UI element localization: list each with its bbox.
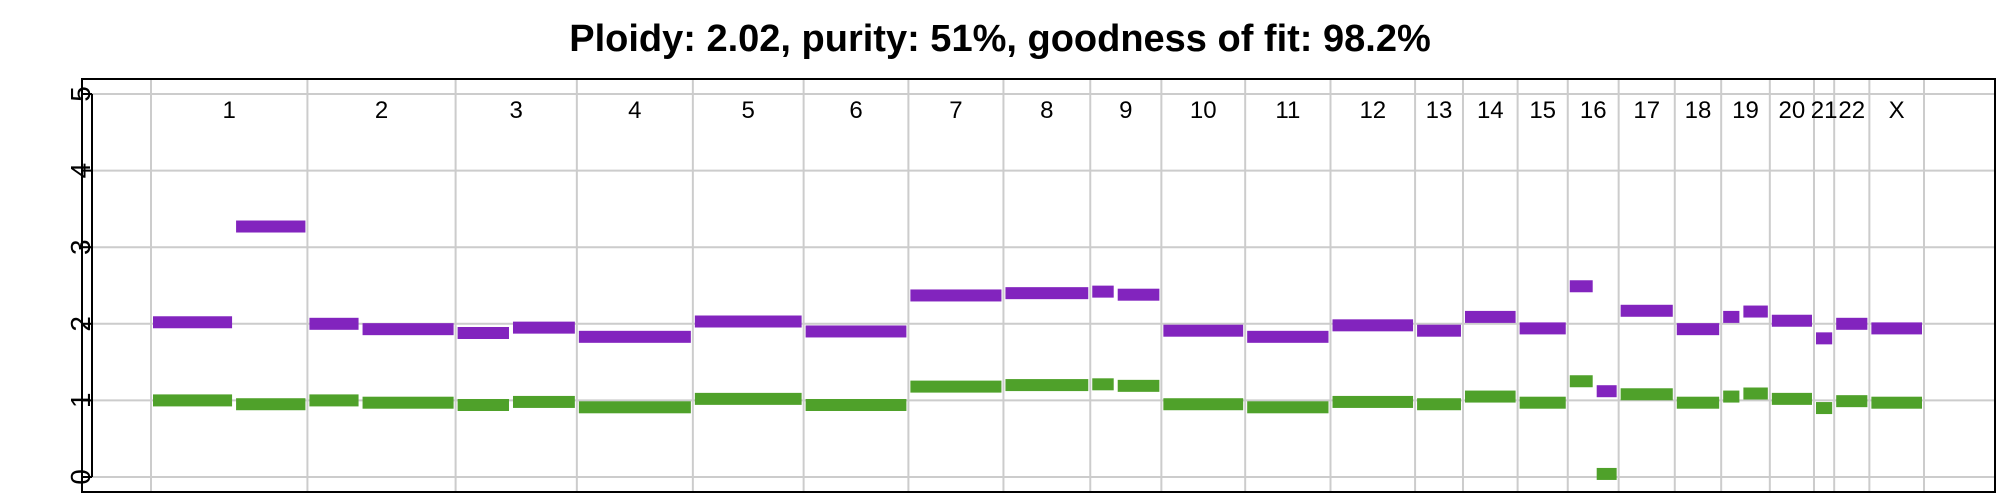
chart-title: Ploidy: 2.02, purity: 51%, goodness of f… xyxy=(569,18,1431,60)
major-cn-segment xyxy=(1871,322,1922,335)
major-cn-segment xyxy=(1743,305,1768,318)
chromosome-label-X: X xyxy=(1889,97,1905,124)
minor-cn-segment xyxy=(1464,390,1516,403)
major-cn-segment xyxy=(1519,322,1566,335)
major-cn-segment xyxy=(1596,385,1617,398)
major-cn-segment xyxy=(236,220,306,233)
minor-cn-segment xyxy=(1117,379,1160,392)
minor-cn-segment xyxy=(578,401,691,414)
chromosome-label-11: 11 xyxy=(1275,97,1300,124)
chromosome-label-18: 18 xyxy=(1685,97,1712,124)
major-cn-segment xyxy=(1332,319,1414,332)
chromosome-label-19: 19 xyxy=(1732,97,1759,124)
chromosome-label-9: 9 xyxy=(1119,97,1132,124)
y-tick-label-1: 1 xyxy=(65,393,96,409)
major-cn-segment xyxy=(309,317,359,330)
major-cn-segment xyxy=(1569,280,1593,293)
y-tick-label-2: 2 xyxy=(65,316,96,332)
major-cn-segment xyxy=(805,325,907,338)
minor-cn-segment xyxy=(694,392,802,405)
chromosome-label-5: 5 xyxy=(742,97,755,124)
minor-cn-segment xyxy=(309,394,359,407)
minor-cn-segment xyxy=(362,396,454,409)
chromosome-label-20: 20 xyxy=(1779,97,1806,124)
minor-cn-segment xyxy=(457,398,509,411)
chromosome-label-14: 14 xyxy=(1477,97,1504,124)
major-cn-segment xyxy=(1771,314,1812,327)
minor-cn-segment xyxy=(1815,402,1833,415)
major-cn-segment xyxy=(1247,330,1329,343)
minor-cn-segment xyxy=(1723,390,1740,403)
chromosome-label-16: 16 xyxy=(1580,97,1607,124)
minor-cn-segment xyxy=(805,398,907,411)
major-cn-segment xyxy=(1815,332,1833,345)
minor-cn-segment xyxy=(1569,375,1593,388)
major-cn-segment xyxy=(1092,285,1114,298)
major-cn-segment xyxy=(1005,287,1089,300)
chromosome-label-8: 8 xyxy=(1040,97,1053,124)
minor-cn-segment xyxy=(1163,398,1244,411)
chromosome-label-layer: 1 2 3 4 5 6 7 8 9 10 11 12 13 14 15 16 17 18 19 20 21 22 X xyxy=(223,97,1905,124)
major-cn-segment xyxy=(512,321,575,334)
major-cn-segment xyxy=(1117,288,1160,301)
major-cn-segment xyxy=(578,330,691,343)
minor-cn-segment xyxy=(1332,395,1414,408)
chromosome-label-12: 12 xyxy=(1359,97,1386,124)
major-cn-segment xyxy=(1163,324,1244,337)
y-tick-label-4: 4 xyxy=(65,163,96,179)
chromosome-label-7: 7 xyxy=(949,97,962,124)
major-cn-segment xyxy=(1676,323,1720,336)
chromosome-label-15: 15 xyxy=(1529,97,1556,124)
y-axis: 0 1 2 3 4 5 xyxy=(65,86,96,485)
chromosome-label-2: 2 xyxy=(375,97,388,124)
minor-cn-segment xyxy=(1247,401,1329,414)
minor-cn-segment xyxy=(1417,398,1461,411)
major-cn-segment xyxy=(153,316,233,329)
minor-cn-segment xyxy=(512,395,575,408)
chromosome-label-10: 10 xyxy=(1190,97,1217,124)
major-cn-segment xyxy=(457,326,509,339)
minor-cn-segment xyxy=(236,398,306,411)
minor-cn-segment xyxy=(1519,396,1566,409)
chromosome-label-1: 1 xyxy=(223,97,236,124)
chromosome-label-4: 4 xyxy=(628,97,641,124)
major-cn-segment xyxy=(910,289,1002,302)
minor-cn-segment xyxy=(1596,467,1617,480)
minor-cn-segment xyxy=(1620,388,1673,401)
minor-cn-segment xyxy=(1005,379,1089,392)
y-tick-label-5: 5 xyxy=(65,86,96,102)
major-cn-segment xyxy=(1620,304,1673,317)
grid-layer xyxy=(82,79,1995,492)
y-tick-label-0: 0 xyxy=(65,469,96,485)
minor-cn-segment xyxy=(1676,396,1720,409)
major-cn-segment xyxy=(1723,310,1740,323)
minor-cn-segment xyxy=(153,394,233,407)
major-cn-segment xyxy=(362,323,454,336)
major-cn-segment xyxy=(1464,310,1516,323)
minor-cn-segment xyxy=(1871,396,1922,409)
minor-cn-segment xyxy=(1092,378,1114,391)
chromosome-label-17: 17 xyxy=(1633,97,1660,124)
minor-cn-segment xyxy=(1836,395,1868,408)
chromosome-label-3: 3 xyxy=(510,97,523,124)
major-cn-segment xyxy=(1836,317,1868,330)
minor-cn-segment xyxy=(1771,392,1812,405)
chromosome-label-21: 21 xyxy=(1811,97,1838,124)
segment-layer xyxy=(153,220,1922,480)
major-cn-segment xyxy=(694,315,802,328)
chromosome-label-6: 6 xyxy=(849,97,862,124)
chromosome-label-22: 22 xyxy=(1838,97,1865,124)
minor-cn-segment xyxy=(910,380,1002,393)
minor-cn-segment xyxy=(1743,387,1768,400)
y-tick-label-3: 3 xyxy=(65,239,96,255)
chromosome-label-13: 13 xyxy=(1426,97,1453,124)
major-cn-segment xyxy=(1417,324,1461,337)
plot-frame xyxy=(81,78,1996,493)
